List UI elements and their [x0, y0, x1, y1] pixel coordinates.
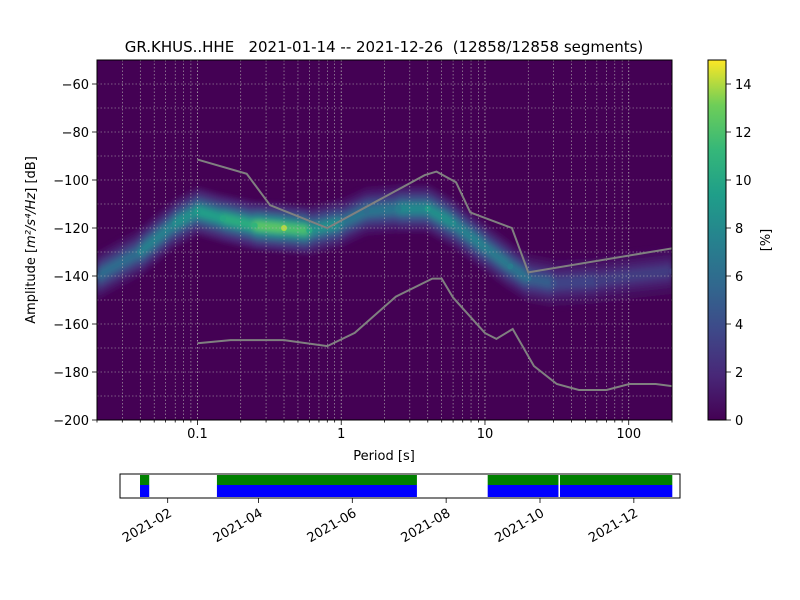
grid: [97, 60, 672, 420]
y-tick-label: −160: [53, 318, 89, 333]
y-axis-label: Amplitude [m²/s⁴/Hz] [dB]: [24, 156, 39, 324]
x-tick-label: 1: [337, 427, 345, 442]
y-tick-label: −60: [62, 78, 89, 93]
colorbar: 0 2 4 6 8 10 12 14 [%]: [707, 59, 774, 429]
density-peak: [251, 222, 258, 229]
y-axis-label-start: Amplitude [: [24, 248, 39, 324]
density-peak: [306, 227, 313, 234]
y-tick-label: −180: [53, 366, 89, 381]
density-peak: [481, 244, 488, 251]
psd-span: [560, 475, 673, 485]
availability-frame: [119, 473, 681, 499]
colorbar-label: [%]: [759, 229, 774, 252]
availability-tick-label: 2021-02: [120, 506, 175, 546]
x-tick-label: 0.1: [187, 427, 208, 442]
y-axis-label-math: m²/s⁴/Hz: [24, 192, 39, 248]
psd-span: [140, 475, 150, 485]
density-cell: [365, 203, 400, 217]
colorbar-tick-label: 6: [735, 270, 743, 285]
density-layer: [97, 185, 672, 307]
density-peak: [507, 263, 514, 270]
x-axis: 0.1 1 10 100: [96, 420, 673, 442]
y-tick-label: −120: [53, 222, 89, 237]
x-axis-label: Period [s]: [353, 449, 415, 464]
data-span: [216, 485, 417, 497]
density-peak: [450, 220, 457, 227]
density-cell: [253, 220, 285, 233]
availability-tick-label: 2021-08: [399, 506, 454, 546]
main-plot: 0.1 1 10 100 −60 −80 −100 −120 −140 −160 −180 −200…: [24, 59, 673, 464]
density-band: [97, 185, 672, 307]
data-span: [560, 485, 673, 497]
colorbar-tick-label: 8: [735, 222, 743, 237]
colorbar-tick-label: 0: [735, 414, 743, 429]
availability-tick-label: 2021-04: [211, 506, 266, 546]
availability-tick-label: 2021-12: [586, 506, 641, 546]
psd-span: [487, 475, 559, 485]
data-span: [140, 485, 150, 497]
colorbar-tick-label: 2: [735, 366, 743, 381]
x-tick-label: 10: [477, 427, 494, 442]
density-cell: [552, 276, 598, 288]
colorbar-tick-label: 10: [735, 174, 752, 189]
density-peak: [424, 205, 431, 212]
y-tick-label: −200: [53, 414, 89, 429]
density-peak: [669, 268, 672, 275]
density-peak: [550, 280, 557, 287]
availability-x-axis: 2021-02 2021-04 2021-06 2021-08 2021-10 2021-…: [120, 498, 641, 546]
y-axis: −60 −80 −100 −120 −140 −160 −180 −200: [53, 78, 97, 429]
density-peak: [219, 215, 226, 222]
colorbar-ticks: 0 2 4 6 8 10 12 14: [726, 78, 752, 429]
high-noise-model-line: [197, 158, 672, 274]
low-noise-model-line: [197, 277, 672, 391]
y-axis-label-end: ] [dB]: [24, 156, 39, 193]
density-cell: [283, 223, 311, 236]
y-tick-label: −80: [62, 126, 89, 141]
colorbar-gradient: [707, 59, 727, 421]
density-cell: [397, 204, 429, 214]
psd-span: [216, 475, 417, 485]
data-span: [487, 485, 559, 497]
density-peak: [172, 220, 179, 227]
density-peak: [395, 205, 402, 212]
colorbar-tick-label: 14: [735, 78, 752, 93]
chart-title: GR.KHUS..HHE 2021-01-14 -- 2021-12-26 (1…: [125, 38, 644, 56]
noise-models: [197, 158, 672, 391]
y-tick-label: −100: [53, 174, 89, 189]
colorbar-tick-label: 4: [735, 318, 743, 333]
colorbar-tick-label: 12: [735, 126, 752, 141]
x-tick-label: 100: [616, 427, 641, 442]
density-peak: [625, 273, 632, 279]
availability-plot: 2021-02 2021-04 2021-06 2021-08 2021-10 2021-…: [119, 473, 681, 546]
availability-bars: [140, 475, 673, 497]
y-tick-label: −140: [53, 270, 89, 285]
availability-tick-label: 2021-06: [305, 506, 360, 546]
availability-tick-label: 2021-10: [492, 506, 547, 546]
density-peak: [363, 208, 370, 215]
